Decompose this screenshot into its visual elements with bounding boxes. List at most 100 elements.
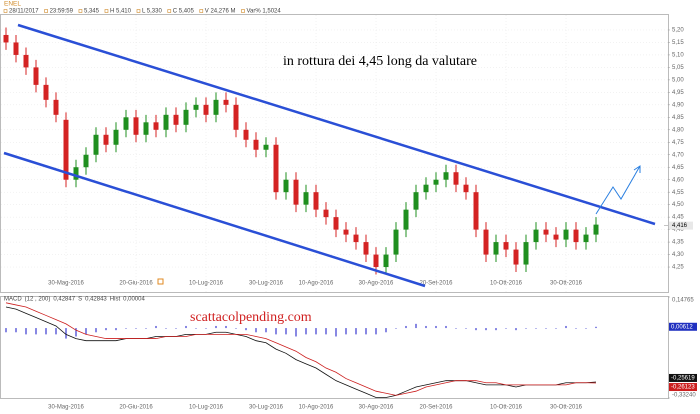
histogram-bar bbox=[285, 328, 287, 335]
y-tick-label: 4,90 bbox=[672, 102, 684, 108]
y-tick-label: 4,55 bbox=[672, 190, 684, 196]
header-item: 28/11/2017 bbox=[9, 9, 39, 15]
histogram-bar bbox=[145, 328, 147, 329]
x-tick-label: 10-Ago-2016 bbox=[299, 405, 334, 411]
y-tick-label: 4,40 bbox=[672, 227, 684, 233]
x-tick-label: 20-Giu-2016 bbox=[119, 281, 153, 287]
candle-body bbox=[453, 172, 459, 185]
candle-body bbox=[373, 254, 379, 268]
y-tick-label: 4,60 bbox=[672, 177, 684, 183]
candle-body bbox=[393, 229, 399, 255]
histogram-bar bbox=[535, 328, 537, 329]
y-tick-label: 0,14765 bbox=[672, 298, 694, 304]
histogram-bar bbox=[415, 323, 417, 329]
series-last-label: -0,25619 bbox=[671, 376, 695, 382]
histogram-bar bbox=[335, 328, 337, 337]
y-tick-label: 4,65 bbox=[672, 165, 684, 171]
histogram-bar bbox=[85, 328, 87, 335]
candle-body bbox=[423, 184, 429, 193]
x-tick-label: 30-Ott-2016 bbox=[550, 281, 583, 287]
candle-body bbox=[583, 234, 589, 243]
candle-body bbox=[293, 179, 299, 205]
x-tick-label: 10-Lug-2016 bbox=[189, 281, 224, 287]
histogram-bar bbox=[565, 325, 567, 329]
macd-legend-item: 0,42847 bbox=[53, 297, 75, 303]
macd-legend-item: 0,00004 bbox=[123, 297, 145, 303]
candle-body bbox=[383, 254, 389, 268]
histogram-bar bbox=[315, 328, 317, 335]
candle-body bbox=[443, 172, 449, 180]
candle-body bbox=[13, 42, 19, 55]
histogram-bar bbox=[165, 328, 167, 329]
macd-legend-item: (12 , 200) bbox=[25, 297, 51, 303]
y-tick-label: 4,75 bbox=[672, 140, 684, 146]
candle-body bbox=[153, 122, 159, 130]
x-tick-label: 10-Lug-2016 bbox=[189, 405, 224, 411]
histogram-bar bbox=[25, 328, 27, 335]
last-price-label: 4,416 bbox=[672, 223, 688, 229]
histogram-bar bbox=[95, 328, 97, 333]
candle-body bbox=[93, 134, 99, 155]
header-icon bbox=[199, 9, 204, 13]
histogram-bar bbox=[15, 328, 17, 333]
histogram-bar bbox=[355, 328, 357, 335]
header-item: C 5,405 bbox=[173, 9, 195, 15]
x-tick-label: 30-Ott-2016 bbox=[550, 405, 583, 411]
macd-line bbox=[5, 306, 597, 398]
histogram-bar bbox=[445, 325, 447, 329]
histogram-bar bbox=[155, 325, 157, 329]
y-tick-label: 5,05 bbox=[672, 65, 684, 71]
lower-trendline bbox=[3, 151, 426, 288]
candle-body bbox=[83, 154, 89, 168]
header-icon bbox=[78, 9, 83, 13]
series-last-box bbox=[669, 373, 697, 382]
histogram-bar bbox=[135, 328, 137, 329]
annotation: in rottura dei 4,45 long da valutare bbox=[283, 54, 477, 69]
histogram-bar bbox=[45, 328, 47, 335]
histogram-bar bbox=[495, 328, 497, 331]
macd-legend-item: 0,42843 bbox=[85, 297, 107, 303]
y-tick-label: 5,10 bbox=[672, 53, 684, 59]
y-tick-label: 5,00 bbox=[672, 77, 684, 83]
series-last-label: -0,26123 bbox=[671, 385, 695, 391]
histogram-bar bbox=[225, 325, 227, 329]
histogram-bar bbox=[385, 328, 387, 333]
histogram-bar bbox=[305, 328, 307, 335]
candle-body bbox=[503, 242, 509, 250]
watermark: scattacolpending.com bbox=[190, 310, 312, 325]
x-tick-label: 30-Lug-2016 bbox=[249, 281, 284, 287]
header-icon bbox=[241, 9, 245, 13]
histogram-bar bbox=[485, 328, 487, 331]
header-item: Var% 1,5024 bbox=[246, 9, 281, 15]
y-tick-label: 4,80 bbox=[672, 127, 684, 133]
y-tick-label: 4,70 bbox=[672, 152, 684, 158]
y-tick-label: 4,85 bbox=[672, 115, 684, 121]
histogram-bar bbox=[265, 328, 267, 333]
candle-body bbox=[473, 192, 479, 230]
histogram-bar bbox=[545, 328, 547, 329]
y-tick-label: 5,15 bbox=[672, 40, 684, 46]
candle-body bbox=[303, 192, 309, 205]
candle-body bbox=[3, 34, 9, 43]
candle-body bbox=[213, 99, 219, 115]
candle-body bbox=[493, 242, 499, 255]
histogram-bar bbox=[575, 328, 577, 329]
y-tick-label: 4,50 bbox=[672, 202, 684, 208]
histogram-bar bbox=[215, 325, 217, 329]
candle-body bbox=[113, 129, 119, 145]
candle-body bbox=[543, 229, 549, 235]
histogram-bar bbox=[405, 325, 407, 329]
candle-body bbox=[463, 184, 469, 193]
x-tick-label: 20-Giu-2016 bbox=[119, 405, 153, 411]
x-tick-label: 30-Ago-2016 bbox=[359, 405, 394, 411]
candle-body bbox=[73, 167, 79, 180]
upper-trendline bbox=[17, 23, 656, 226]
series-last-box bbox=[669, 383, 697, 392]
header-item: L 5,330 bbox=[142, 9, 162, 15]
x-tick-label: 10-Ott-2016 bbox=[490, 405, 523, 411]
macd-line bbox=[5, 302, 597, 396]
macd-legend-item: Hist bbox=[110, 297, 121, 303]
y-tick-label: -0,33240 bbox=[672, 393, 696, 399]
histogram-bar bbox=[55, 328, 57, 335]
